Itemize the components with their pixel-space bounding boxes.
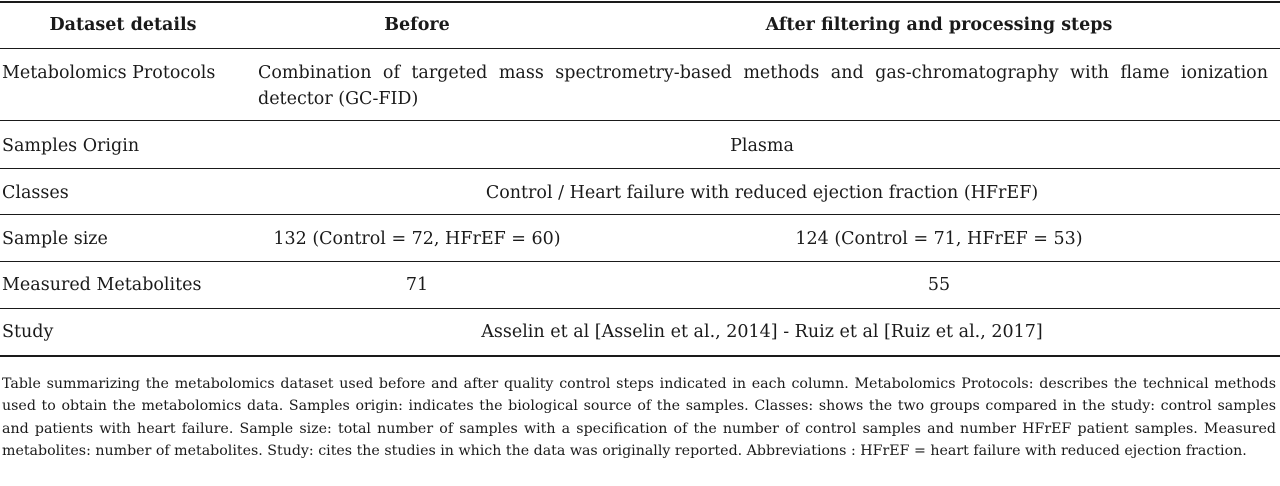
row-label-classes: Classes xyxy=(2,183,69,203)
metabolites-after: 55 xyxy=(927,275,951,295)
header-before: Before xyxy=(384,15,450,35)
classes-value: Control / Heart failure with reduced eje… xyxy=(485,183,1039,203)
header-rule xyxy=(0,48,1280,49)
top-rule xyxy=(0,1,1280,3)
header-after: After filtering and processing steps xyxy=(765,15,1113,35)
sample-size-after: 124 (Control = 71, HFrEF = 53) xyxy=(795,229,1083,249)
sample-size-before: 132 (Control = 72, HFrEF = 60) xyxy=(273,229,561,249)
study-value: Asselin et al [Asselin et al., 2014] - R… xyxy=(481,322,1043,342)
header-dataset-details: Dataset details xyxy=(49,15,197,35)
row-label-study: Study xyxy=(2,322,54,342)
row-label-samples-origin: Samples Origin xyxy=(2,136,140,156)
row-label-measured-metabolites: Measured Metabolites xyxy=(2,275,202,295)
row-divider xyxy=(0,261,1280,262)
row-label-protocols: Metabolomics Protocols xyxy=(2,63,216,83)
protocols-value: Combination of targeted mass spectrometr… xyxy=(258,63,1268,109)
row-label-sample-size: Sample size xyxy=(2,229,108,249)
metabolites-before: 71 xyxy=(405,275,429,295)
samples-origin-value: Plasma xyxy=(730,136,794,156)
bottom-rule xyxy=(0,355,1280,357)
row-divider xyxy=(0,214,1280,215)
table-caption: Table summarizing the metabolomics datas… xyxy=(2,376,1276,459)
row-divider xyxy=(0,308,1280,309)
row-divider xyxy=(0,120,1280,121)
row-divider xyxy=(0,168,1280,169)
